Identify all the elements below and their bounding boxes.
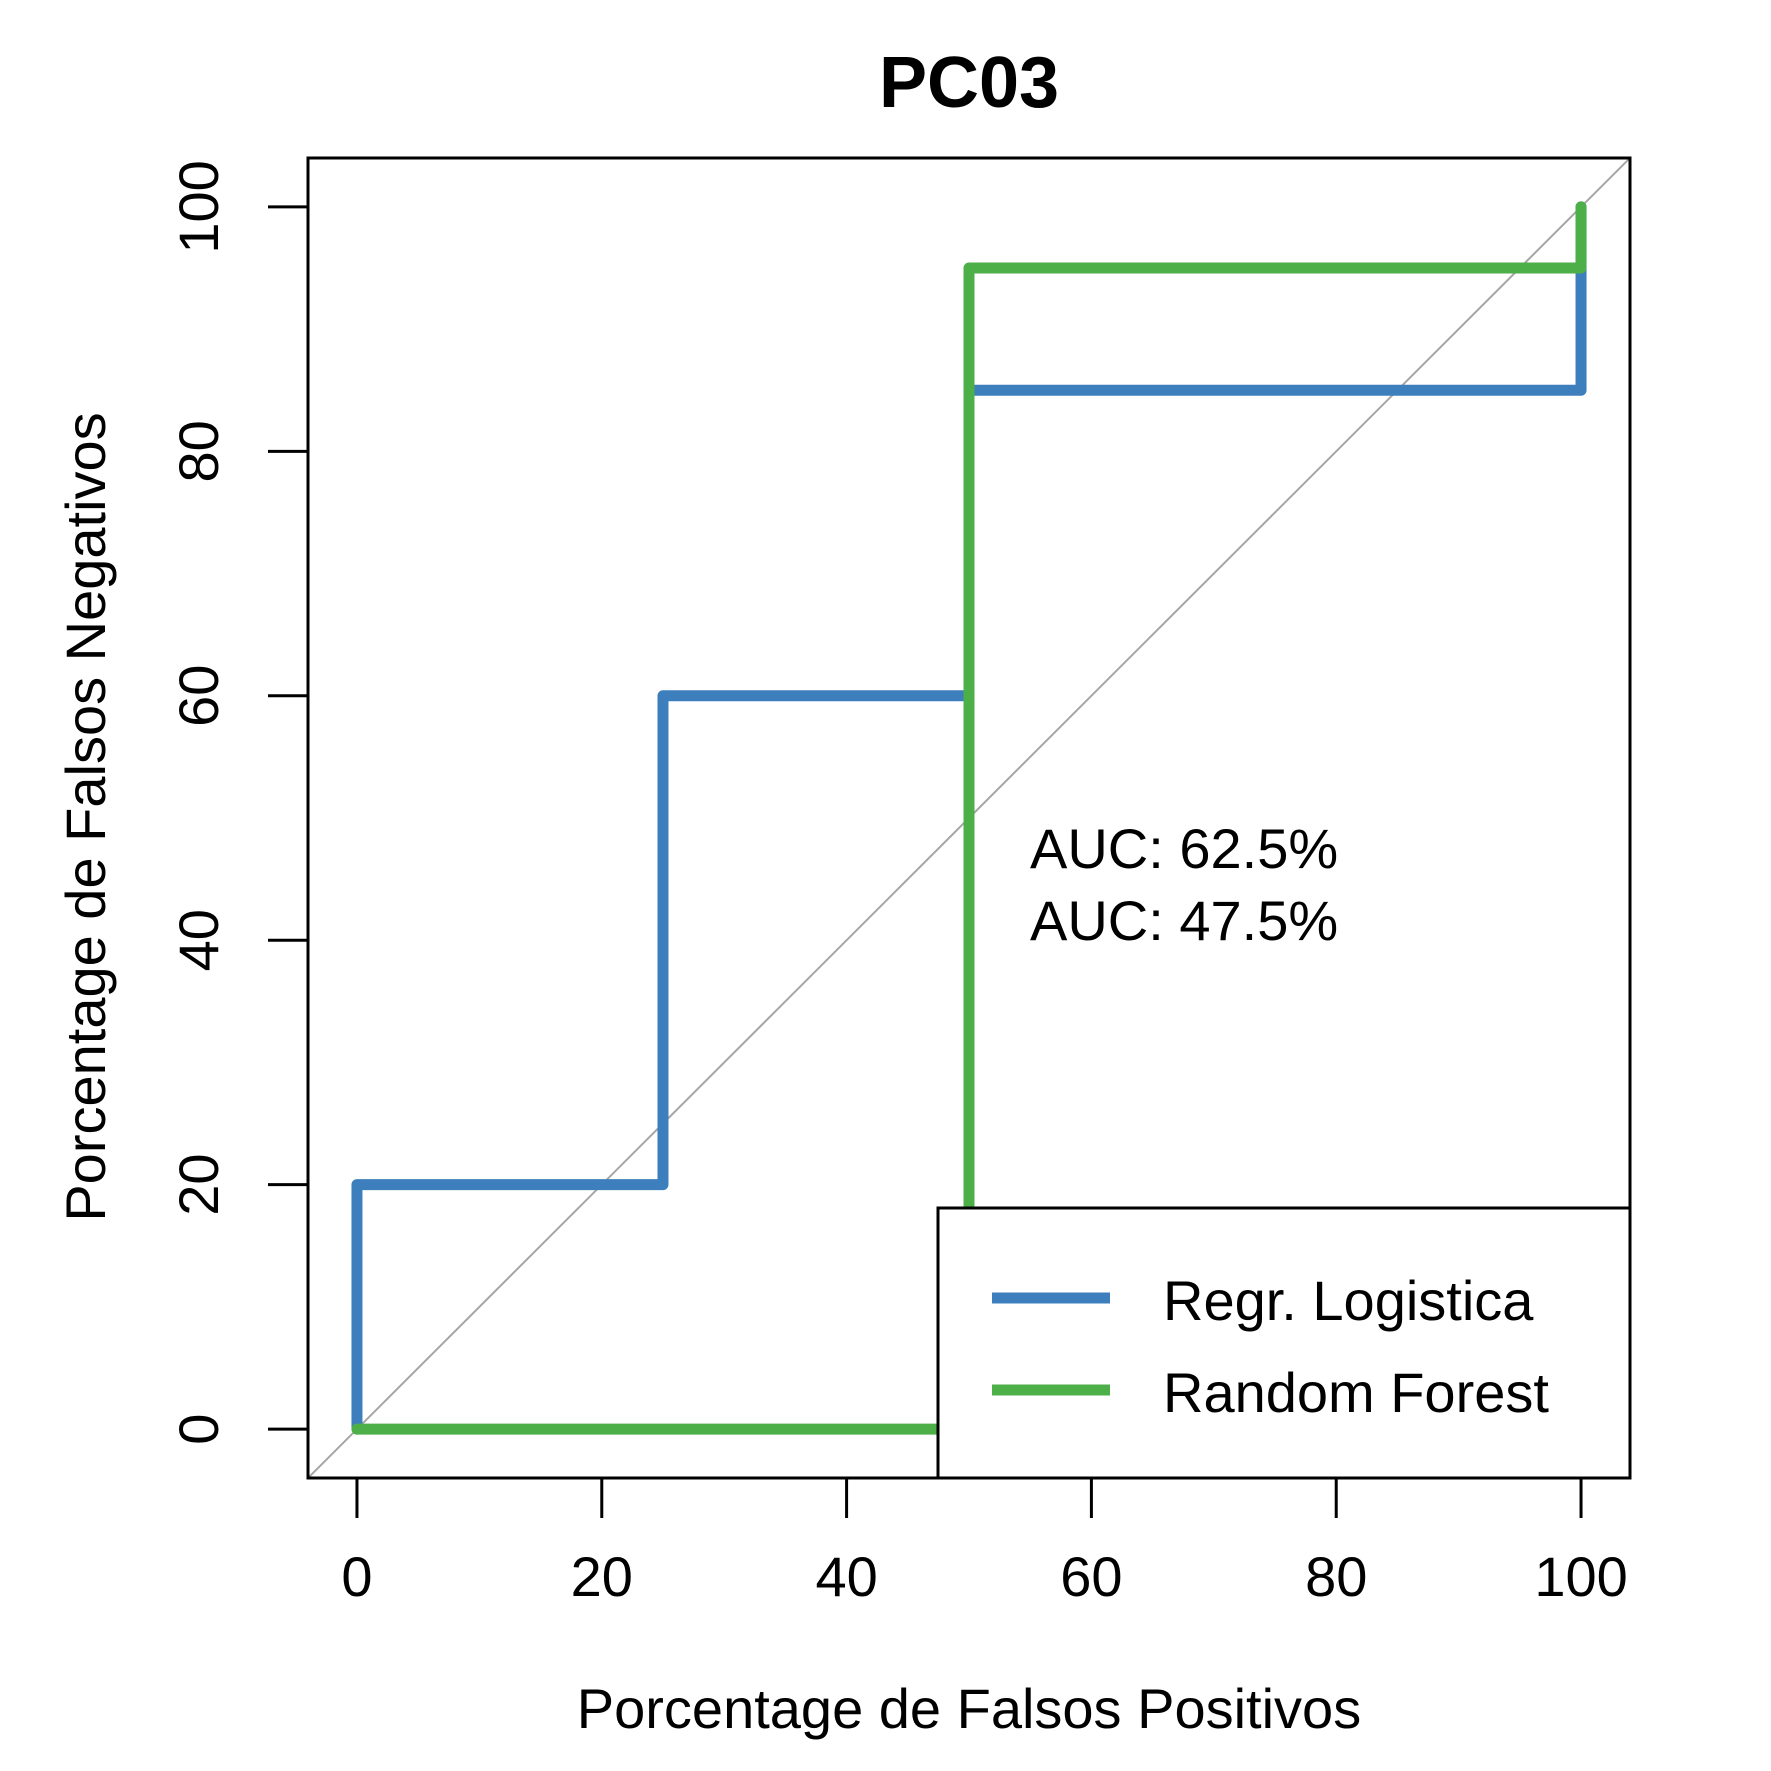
legend-label-regr-logistica: Regr. Logistica bbox=[1163, 1269, 1534, 1332]
auc-label-regr-logistica: AUC: 62.5% bbox=[1030, 817, 1338, 880]
x-tick-label: 0 bbox=[341, 1545, 372, 1608]
legend-box bbox=[936, 1206, 1632, 1480]
y-axis-label: Porcentage de Falsos Negativos bbox=[54, 412, 117, 1221]
legend-label-random-forest: Random Forest bbox=[1163, 1361, 1549, 1424]
lines-layer bbox=[308, 158, 1630, 1478]
y-axis: 0 20 40 60 80 100 bbox=[167, 160, 310, 1445]
x-tick-label: 40 bbox=[815, 1545, 877, 1608]
chart-title: PC03 bbox=[879, 43, 1059, 123]
y-tick-label: 0 bbox=[167, 1414, 230, 1445]
x-tick-label: 80 bbox=[1305, 1545, 1367, 1608]
x-tick-label: 100 bbox=[1534, 1545, 1627, 1608]
series-line-random-forest bbox=[351, 201, 1587, 1435]
x-axis-label: Porcentage de Falsos Positivos bbox=[577, 1677, 1361, 1740]
series-line-regr-logistica bbox=[351, 201, 1587, 1435]
y-tick-label: 60 bbox=[167, 665, 230, 727]
legend: Regr. Logistica Random Forest bbox=[936, 1206, 1632, 1480]
y-tick-label: 20 bbox=[167, 1154, 230, 1216]
auc-label-random-forest: AUC: 47.5% bbox=[1030, 889, 1338, 952]
y-tick-label: 80 bbox=[167, 420, 230, 482]
x-tick-label: 20 bbox=[571, 1545, 633, 1608]
x-tick-label: 60 bbox=[1060, 1545, 1122, 1608]
x-axis: 0 20 40 60 80 100 bbox=[341, 1476, 1628, 1608]
y-tick-label: 40 bbox=[167, 909, 230, 971]
y-tick-label: 100 bbox=[167, 160, 230, 253]
